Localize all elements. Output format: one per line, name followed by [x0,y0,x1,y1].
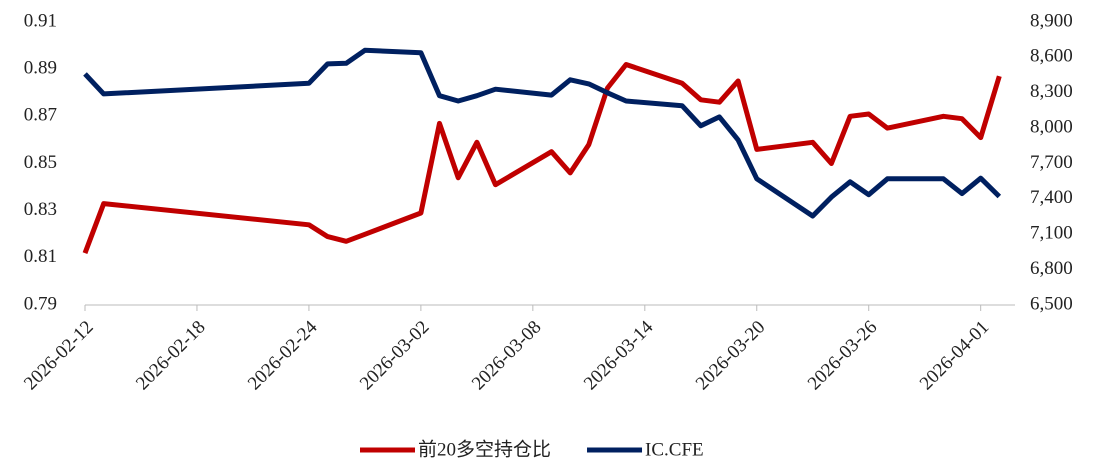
x-tick-label: 2026-02-12 [20,317,98,395]
x-tick-label: 2026-03-14 [580,316,658,394]
series-line [83,47,1002,219]
y2-tick-label: 8,900 [1030,10,1073,31]
y2-tick-label: 8,600 [1030,46,1073,67]
series-line [82,62,1002,254]
y-tick-label: 0.79 [24,293,57,314]
x-tick-label: 2026-03-26 [804,317,882,395]
y-tick-label: 0.87 [24,105,57,126]
y-tick-label: 0.91 [24,10,57,31]
x-tick-label: 2026-03-20 [692,317,770,395]
y2-tick-label: 7,400 [1030,187,1073,208]
y2-tick-label: 8,300 [1030,81,1073,102]
y2-tick-label: 7,700 [1030,152,1073,173]
legend-label: 前20多空持仓比 [418,438,551,460]
y-tick-label: 0.83 [24,199,57,220]
y-tick-label: 0.81 [24,246,57,267]
x-tick-label: 2026-03-02 [356,317,434,395]
x-tick-label: 2026-02-18 [132,317,210,395]
y-tick-label: 0.85 [24,152,57,173]
x-tick-label: 2026-04-01 [916,317,994,395]
y2-tick-label: 8,000 [1030,116,1073,137]
x-tick-label: 2026-03-08 [468,317,546,395]
y2-tick-label: 7,100 [1030,223,1073,244]
y2-tick-label: 6,500 [1030,293,1073,314]
y2-tick-label: 6,800 [1030,258,1073,279]
legend-label: IC.CFE [645,439,704,460]
x-tick-label: 2026-02-24 [244,316,322,394]
y-tick-label: 0.89 [24,58,57,79]
